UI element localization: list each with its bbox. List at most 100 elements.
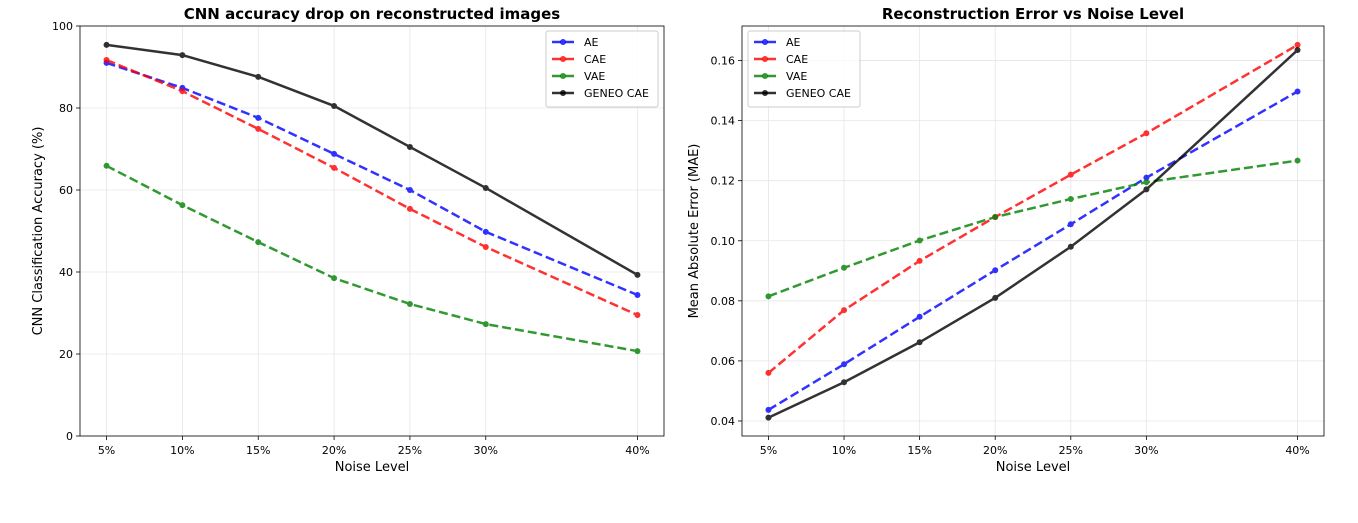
data-point: [1143, 130, 1150, 137]
legend-label: CAE: [786, 53, 808, 66]
data-point: [916, 257, 923, 264]
legend-box: [545, 30, 659, 108]
data-point: [179, 52, 186, 59]
y-tick-label: 0: [66, 430, 73, 443]
data-point: [634, 312, 641, 319]
y-tick-label: 0.12: [711, 175, 736, 188]
legend-item: CAE: [552, 53, 606, 66]
x-tick-label: 20%: [983, 444, 1007, 457]
data-point: [103, 57, 110, 64]
legend-marker: [762, 73, 768, 79]
x-tick-label: 5%: [760, 444, 777, 457]
data-point: [482, 321, 489, 328]
y-tick-label: 40: [59, 266, 73, 279]
series-geneo-cae: [103, 41, 641, 278]
y-tick-label: 0.14: [711, 115, 736, 128]
data-point: [841, 379, 848, 386]
x-tick-label: 20%: [322, 444, 346, 457]
legend-item: AE: [552, 36, 599, 49]
data-point: [765, 293, 772, 300]
x-tick-label: 40%: [1285, 444, 1309, 457]
data-point: [765, 406, 772, 413]
chart-title: CNN accuracy drop on reconstructed image…: [184, 5, 561, 23]
y-tick-label: 0.08: [711, 295, 736, 308]
legend-marker: [762, 56, 768, 62]
data-point: [255, 125, 262, 132]
data-point: [1294, 47, 1301, 54]
legend: AE CAE VAE GENEO CAE: [747, 30, 861, 108]
data-point: [1143, 186, 1150, 193]
data-point: [406, 187, 413, 193]
legend-marker: [560, 39, 566, 45]
x-tick-label: 5%: [98, 444, 115, 457]
x-tick-label: 10%: [170, 444, 194, 457]
data-point: [1067, 243, 1074, 250]
legend-item: CAE: [754, 53, 808, 66]
x-axis-label: Noise Level: [335, 460, 410, 475]
series-cae: [103, 57, 641, 319]
y-tick-label: 100: [52, 20, 73, 33]
data-point: [634, 271, 641, 278]
data-point: [1067, 221, 1074, 228]
data-point: [103, 41, 110, 48]
chart-2: 5% 10% 15% 20% 25% 30% 40% 0.04 0.06 0.08 0.10 0.12…: [687, 5, 1325, 475]
axes-frame: [79, 25, 665, 437]
chart-1: 5% 10% 15% 20% 25% 30% 40% 0 20 40 60 80 100 CNN accu…: [31, 5, 665, 475]
axes-frame: [741, 25, 1325, 437]
legend-marker: [762, 90, 768, 96]
y-axis-label: CNN Classification Accuracy (%): [31, 127, 46, 336]
y-axis-label: Mean Absolute Error (MAE): [687, 144, 702, 319]
x-tick-label: 25%: [398, 444, 422, 457]
legend-label: AE: [786, 36, 801, 49]
series-vae: [765, 157, 1301, 300]
data-point: [765, 369, 772, 376]
data-point: [1067, 196, 1074, 203]
legend-marker: [762, 39, 768, 45]
data-point: [1294, 41, 1301, 48]
data-point: [255, 114, 262, 121]
data-point: [331, 275, 338, 282]
legend-item: GENEO CAE: [754, 87, 851, 100]
data-point: [255, 239, 262, 246]
data-point: [841, 361, 848, 368]
data-point: [1067, 171, 1074, 178]
data-point: [765, 414, 772, 421]
data-point: [1294, 88, 1301, 95]
series-vae: [103, 162, 641, 355]
y-tick-label: 0.16: [711, 55, 736, 68]
data-point: [482, 228, 489, 235]
x-tick-label: 15%: [246, 444, 270, 457]
legend-label: GENEO CAE: [584, 87, 649, 100]
y-tick-label: 20: [59, 348, 73, 361]
legend-item: VAE: [754, 70, 807, 83]
data-point: [482, 184, 489, 191]
legend-marker: [560, 56, 566, 62]
data-point: [1143, 174, 1150, 181]
data-point: [179, 202, 186, 209]
data-point: [331, 150, 338, 157]
x-tick-label: 30%: [1134, 444, 1158, 457]
y-tick-label: 0.10: [711, 235, 736, 248]
x-tick-label: 10%: [832, 444, 856, 457]
chart-title: Reconstruction Error vs Noise Level: [882, 5, 1184, 23]
y-tick-label: 60: [59, 184, 73, 197]
data-point: [916, 339, 923, 346]
data-point: [634, 348, 641, 355]
legend-marker: [560, 73, 566, 79]
legend-label: AE: [584, 36, 599, 49]
data-point: [992, 214, 999, 221]
data-point: [841, 264, 848, 271]
data-point: [482, 243, 489, 250]
legend-marker: [560, 90, 566, 96]
y-tick-label: 0.06: [711, 355, 736, 368]
x-tick-label: 25%: [1059, 444, 1083, 457]
data-point: [406, 205, 413, 212]
x-tick-label: 30%: [474, 444, 498, 457]
legend-label: CAE: [584, 53, 606, 66]
data-point: [179, 88, 186, 95]
series-line: [105, 164, 638, 353]
legend-label: VAE: [786, 70, 807, 83]
data-point: [992, 267, 999, 274]
data-point: [1143, 179, 1150, 186]
